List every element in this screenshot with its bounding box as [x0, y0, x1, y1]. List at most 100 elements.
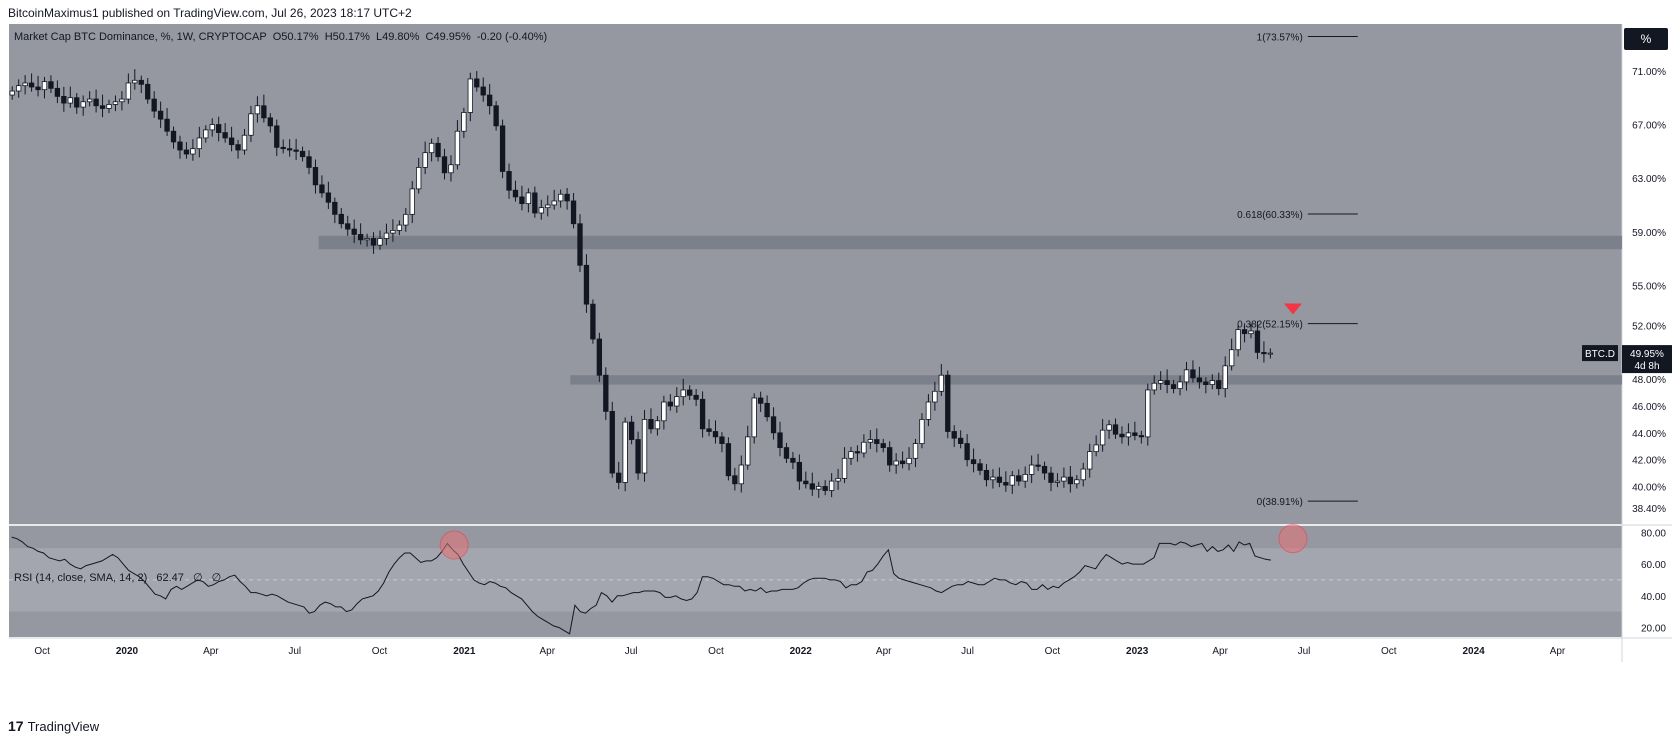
candle-52: [345, 215, 351, 236]
candle-body: [1241, 329, 1248, 335]
candle-body: [1054, 480, 1061, 483]
rsi-tick-3: 20.00: [1641, 623, 1666, 634]
candle-body: [977, 463, 983, 471]
chart-canvas[interactable]: 1(73.57%) 0.618(60.33%) 0.382(52.15%) 0(38.…: [9, 24, 1672, 713]
candle-77: [506, 163, 512, 199]
candle-body: [964, 443, 970, 461]
candle-13: [93, 89, 99, 113]
chart-area[interactable]: 1(73.57%) 0.618(60.33%) 0.382(52.15%) 0(38.…: [9, 24, 1672, 713]
candle-71: [467, 72, 473, 122]
candle-body: [803, 480, 809, 485]
candle-body: [364, 238, 370, 241]
candle-body: [912, 443, 919, 459]
candle-body: [145, 83, 151, 100]
candle-1: [16, 79, 22, 98]
candle-34: [228, 126, 235, 152]
candle-body: [106, 104, 112, 109]
candle-body: [493, 105, 499, 127]
candle-36: [241, 128, 248, 155]
candle-body: [577, 223, 583, 266]
publisher-header: BitcoinMaximus1 published on TradingView…: [8, 6, 412, 20]
candle-body: [1067, 476, 1074, 485]
candle-body: [667, 401, 673, 407]
candle-154: [1003, 471, 1009, 492]
candle-50: [332, 197, 338, 224]
candle-148: [964, 434, 970, 467]
price-tick-0: 71.00%: [1632, 67, 1666, 78]
candle-109: [712, 420, 719, 444]
candle-185: [1203, 377, 1209, 394]
candle-body: [138, 79, 144, 85]
candle-body: [228, 137, 235, 146]
candle-95: [622, 417, 628, 492]
candle-body: [319, 184, 325, 194]
candle-body: [390, 230, 396, 234]
time-tick-0: Oct: [34, 646, 50, 657]
candle-body: [9, 90, 15, 96]
candle-body: [1164, 380, 1170, 385]
candle-160: [1041, 461, 1048, 480]
candle-70: [461, 107, 467, 138]
candle-48: [319, 175, 325, 198]
candle-119: [777, 421, 783, 457]
candle-body: [1216, 380, 1222, 390]
candle-body: [93, 98, 99, 107]
candle-159: [1035, 453, 1041, 472]
candle-body: [609, 410, 615, 474]
candle-167: [1087, 443, 1093, 478]
candle-134: [874, 428, 880, 453]
candle-body: [1125, 432, 1132, 438]
rsi-tick-2: 40.00: [1641, 592, 1666, 603]
price-tick-8: 44.00%: [1632, 429, 1666, 440]
candle-body: [209, 124, 215, 131]
candle-body: [267, 117, 273, 127]
legend-high: H50.17%: [324, 31, 370, 43]
candle-84: [551, 189, 557, 210]
candle-body: [1093, 444, 1099, 453]
candle-body: [428, 142, 435, 154]
candle-body: [809, 483, 815, 490]
candle-153: [996, 467, 1003, 488]
candle-body: [532, 192, 538, 214]
candle-body: [22, 82, 28, 87]
candle-3: [28, 73, 35, 92]
candle-83: [545, 195, 551, 217]
candle-56: [370, 232, 377, 254]
candle-body: [422, 152, 428, 168]
candle-body: [958, 437, 964, 444]
candle-92: [603, 367, 609, 421]
candle-98: [641, 409, 648, 482]
candle-body: [551, 200, 557, 206]
candle-138: [899, 451, 906, 469]
rsi-legend-title: RSI (14, close, SMA, 14, 2): [14, 572, 148, 584]
candle-99: [648, 408, 654, 434]
candle-body: [1119, 433, 1125, 438]
candle-174: [1132, 421, 1138, 441]
candle-46: [306, 150, 312, 175]
candle-133: [867, 430, 874, 449]
candle-104: [680, 378, 686, 406]
candle-177: [1151, 375, 1157, 395]
candle-body: [693, 394, 699, 400]
time-tick-7: Jul: [625, 646, 638, 657]
candle-body: [603, 374, 609, 412]
candle-172: [1119, 426, 1125, 444]
candle-body: [306, 156, 312, 168]
candle-145: [945, 370, 951, 439]
candle-body: [1112, 424, 1119, 435]
candle-73: [480, 77, 486, 102]
candle-161: [1048, 466, 1054, 492]
candle-181: [1177, 375, 1183, 396]
candle-16: [112, 95, 119, 112]
candle-body: [680, 389, 686, 398]
time-tick-1: 2020: [116, 646, 139, 657]
candle-142: [925, 394, 932, 427]
candle-141: [919, 413, 925, 449]
candle-body: [454, 130, 461, 166]
candle-body: [661, 401, 667, 422]
candle-79: [519, 185, 525, 211]
candle-19: [132, 69, 138, 90]
percent-scale-button[interactable]: %: [1624, 28, 1668, 50]
candle-4: [35, 75, 41, 97]
candle-29: [196, 126, 202, 158]
